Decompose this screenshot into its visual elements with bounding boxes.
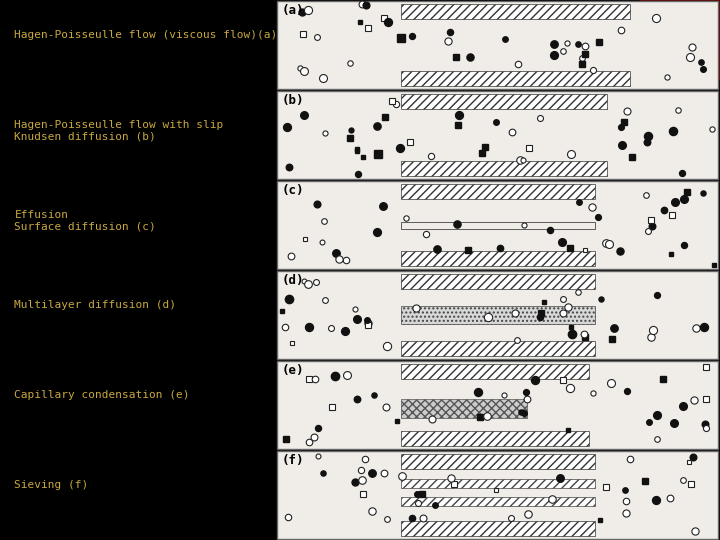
Bar — [400, 306, 595, 324]
Bar — [400, 222, 595, 230]
Bar — [277, 271, 718, 359]
Bar — [400, 274, 595, 289]
Text: Effusion
Surface diffusion (c): Effusion Surface diffusion (c) — [14, 210, 156, 231]
Wedge shape — [640, 0, 720, 80]
Text: Hagen-Poisseulle flow with slip
Knudsen diffusion (b): Hagen-Poisseulle flow with slip Knudsen … — [14, 120, 224, 141]
Bar — [400, 364, 588, 379]
Bar — [400, 479, 595, 488]
Bar — [400, 161, 607, 176]
Bar — [277, 181, 718, 269]
Bar — [277, 1, 718, 89]
Text: (c): (c) — [282, 184, 304, 197]
Bar — [400, 497, 595, 505]
Bar — [277, 361, 718, 449]
Bar — [400, 184, 595, 199]
Text: Hagen-Poisseulle flow (viscous flow)(a): Hagen-Poisseulle flow (viscous flow)(a) — [14, 30, 278, 40]
Bar — [400, 71, 630, 86]
Bar — [277, 91, 718, 179]
Text: (d): (d) — [282, 274, 304, 287]
Bar — [400, 454, 595, 469]
Bar — [400, 521, 595, 536]
Bar — [400, 94, 607, 109]
Text: Sieving (f): Sieving (f) — [14, 480, 89, 490]
Text: (e): (e) — [282, 364, 304, 377]
Text: Multilayer diffusion (d): Multilayer diffusion (d) — [14, 300, 176, 310]
Bar — [400, 251, 595, 266]
Text: Capillary condensation (e): Capillary condensation (e) — [14, 390, 190, 400]
Bar — [400, 431, 588, 446]
Bar — [400, 4, 630, 19]
Bar — [277, 451, 718, 539]
Text: (b): (b) — [282, 94, 304, 107]
Bar — [400, 341, 595, 356]
Text: (a): (a) — [282, 4, 304, 17]
Bar — [400, 399, 527, 418]
Text: (f): (f) — [282, 454, 304, 467]
